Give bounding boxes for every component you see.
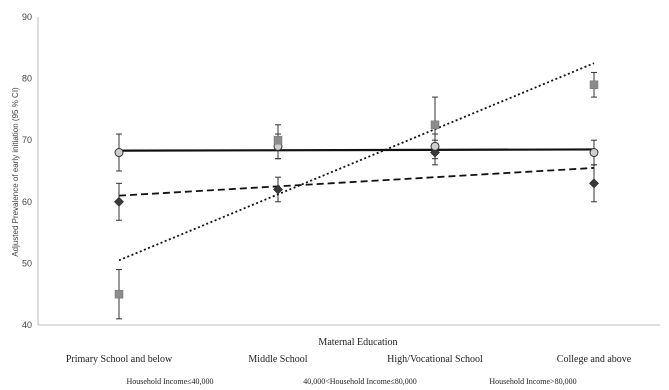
y-tick-label: 50 [22,258,32,268]
legend-entry: Household Income≤40,000 [126,377,213,386]
diamond-marker [430,147,440,158]
diamond-marker [273,184,283,195]
data-markers [114,80,599,299]
y-tick-label: 90 [22,12,32,22]
trend-line [118,62,595,262]
legend-entry: 40,000<Household Income≤80,000 [303,377,417,386]
y-tick-label: 60 [22,197,32,207]
circle-marker [589,148,599,158]
square-marker [273,135,283,145]
x-category-label: High/Vocational School [387,354,483,365]
trend-line [118,167,595,197]
square-marker [114,289,124,299]
labels: 40 50 60 70 80 90 Primary School and below Midd… [22,12,632,386]
trend-line [118,148,595,152]
diamond-marker [114,196,124,207]
diamond-marker [589,178,599,189]
axes [37,17,660,326]
legend-entry: Household Income>80,000 [489,377,576,386]
circle-marker [430,141,440,151]
trend-lines [118,62,595,262]
y-tick-label: 40 [22,320,32,330]
x-category-label: College and above [557,354,632,365]
error-bars [116,71,597,320]
x-category-label: Middle School [248,354,307,365]
square-marker [589,80,599,90]
x-axis-title: Maternal Education [318,337,397,348]
y-axis-title: Adjusted Prevalence of early initiation … [11,87,20,257]
y-tick-label: 80 [22,74,32,84]
square-marker [430,120,440,130]
circle-marker [114,148,124,158]
x-category-label: Primary School and below [66,354,173,365]
y-tick-label: 70 [22,135,32,145]
